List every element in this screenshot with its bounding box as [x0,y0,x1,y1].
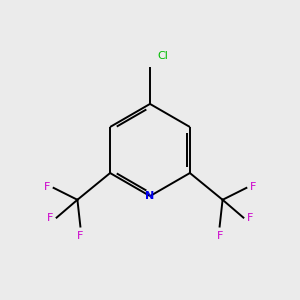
Text: Cl: Cl [158,51,168,61]
Text: F: F [47,213,53,223]
Text: F: F [247,213,253,223]
Text: F: F [44,182,50,192]
Text: N: N [146,191,154,201]
Text: F: F [77,231,84,241]
Text: F: F [216,231,223,241]
Text: F: F [250,182,256,192]
